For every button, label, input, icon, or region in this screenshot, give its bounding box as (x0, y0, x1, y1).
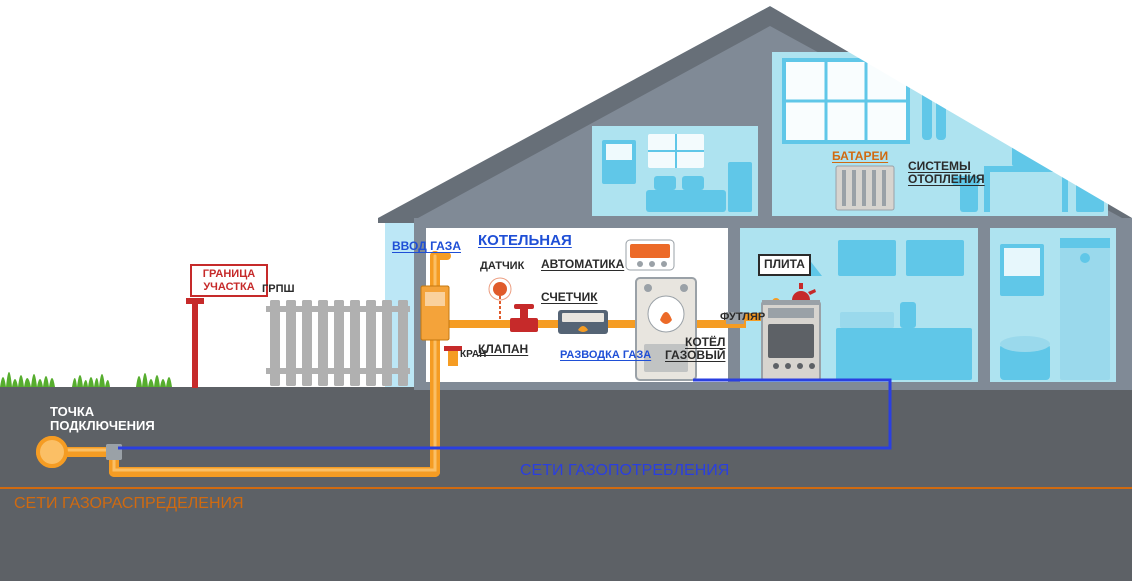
connpoint-redraw (38, 438, 66, 466)
net-distrib-label: СЕТИ ГАЗОРАСПРЕДЕЛЕНИЯ (14, 495, 244, 513)
kran-body-redraw (448, 350, 458, 366)
boiler-room-label: КОТЕЛЬНАЯ (478, 233, 572, 250)
sensor-label: ДАТЧИК (480, 260, 524, 272)
boiler-icon (636, 278, 696, 380)
fence-redraw (266, 300, 410, 386)
pole-cap-redraw (186, 298, 204, 304)
net-consume-label: СЕТИ ГАЗОПОТРЕБЛЕНИЯ (520, 462, 729, 480)
sensor-icon (493, 282, 507, 296)
gas-input-label: ВВОД ГАЗА (392, 240, 461, 253)
radiator-icon (836, 166, 894, 210)
boundary-label: ГРАНИЦА УЧАСТКА (190, 264, 268, 297)
meter-label: СЧЕТЧИК (541, 291, 598, 304)
routing-label: РАЗВОДКА ГАЗА (560, 349, 651, 361)
tee-redraw (106, 444, 122, 460)
boiler-label: КОТЁЛ ГАЗОВЫЙ (665, 336, 725, 362)
pole-redraw (192, 300, 198, 388)
connection-point-label: ТОЧКА ПОДКЛЮЧЕНИЯ (50, 405, 155, 434)
meter-icon (558, 310, 608, 334)
kran-label: КРАН (460, 349, 486, 360)
radiator-label: БАТАРЕИ (832, 150, 888, 163)
automation-label: АВТОМАТИКА (541, 258, 624, 271)
attic-divider (760, 36, 770, 218)
sleeve-label: ФУТЛЯР (720, 311, 765, 323)
wall-divider-2 (978, 218, 990, 390)
stove-icon (762, 300, 820, 380)
grpsh-window-redraw (425, 292, 445, 306)
wall-divider-1 (728, 218, 740, 390)
grpsh-label: ГРПШ (262, 283, 295, 295)
automation-icon (626, 240, 674, 270)
heating-label: СИСТЕМЫ ОТОПЛЕНИЯ (908, 160, 985, 186)
stove-label: ПЛИТА (758, 254, 811, 276)
